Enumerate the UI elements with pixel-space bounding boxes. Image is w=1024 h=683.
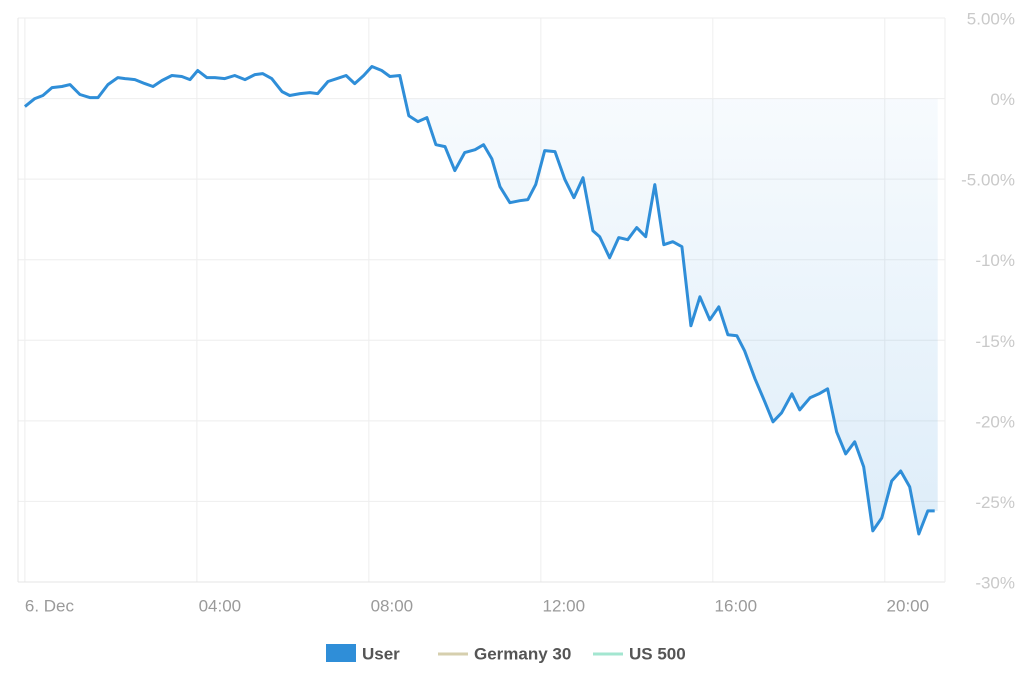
y-tick-label: -5.00% [961,171,1015,190]
line [23,65,935,536]
area [24,98,938,534]
legend-swatch [326,644,356,662]
x-tick-label: 12:00 [543,596,586,615]
y-tick-label: 5.00% [967,9,1015,28]
x-tick-label: 6. Dec [25,596,75,615]
y-tick-label: 0% [990,90,1015,109]
y-tick-label: -30% [975,573,1015,592]
y-tick-label: -20% [975,412,1015,431]
legend-label[interactable]: User [362,644,400,663]
x-tick-label: 20:00 [887,596,930,615]
legend-label[interactable]: Germany 30 [474,644,571,663]
x-tick-label: 04:00 [199,596,242,615]
y-tick-label: -15% [975,332,1015,351]
x-tick-label: 16:00 [715,596,758,615]
y-tick-label: -25% [975,493,1015,512]
y-tick-label: -10% [975,251,1015,270]
x-tick-label: 08:00 [371,596,414,615]
legend-label[interactable]: US 500 [629,644,686,663]
